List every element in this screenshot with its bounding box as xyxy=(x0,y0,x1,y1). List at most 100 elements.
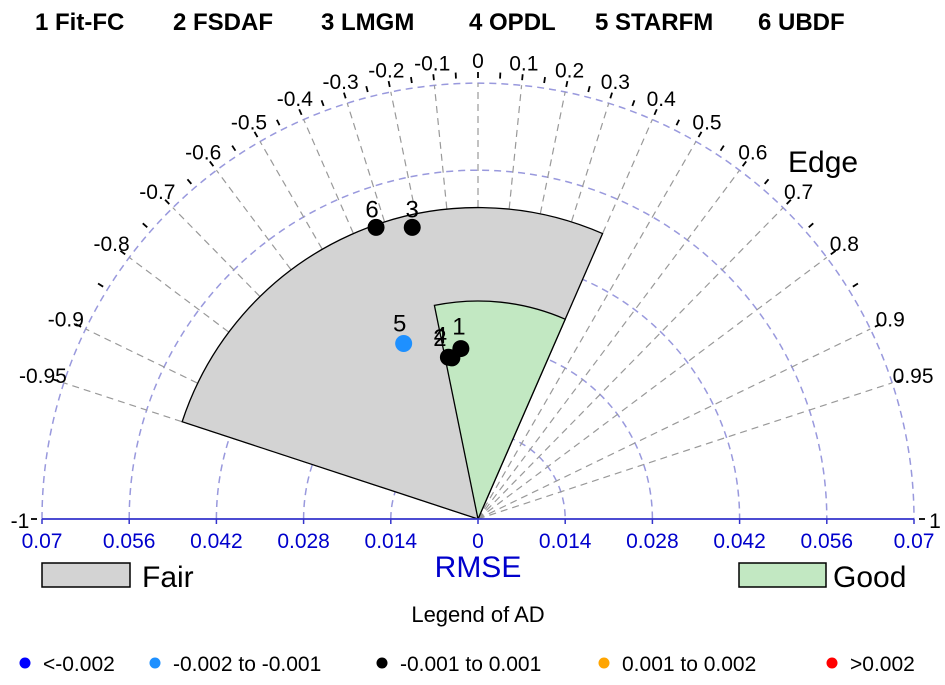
edge-tick-label: -0.7 xyxy=(139,181,175,204)
chart-points: 12 3 4 5 6 xyxy=(365,196,470,367)
rmse-circle xyxy=(128,169,828,520)
edge-tick-label: -0.9 xyxy=(48,308,84,331)
rmse-tick-label: 0.014 xyxy=(539,530,592,553)
rmse-tick-label: 0.07 xyxy=(894,530,935,553)
legend-label-fair: Fair xyxy=(142,561,194,594)
rmse-tick-label: 0.014 xyxy=(365,530,418,553)
radial-axis-label: RMSE xyxy=(435,551,522,584)
point-label-3: 3 xyxy=(406,196,419,223)
edge-minor-tick xyxy=(432,74,435,81)
legend-swatch-fair xyxy=(41,562,131,588)
rmse-tick-label: 0.056 xyxy=(103,530,156,553)
edge-tick-label: 0.3 xyxy=(601,71,630,94)
method-header: 1 Fit-FC 2 FSDAF 3 LMGM 4 OPDL 5 STARFM 6 UBD… xyxy=(35,9,845,36)
edge-tick-label: 0.9 xyxy=(876,308,905,331)
edge-tick-label: -0.95 xyxy=(19,365,67,388)
edge-tick-label: -1 xyxy=(11,510,30,533)
point-5 xyxy=(395,334,413,352)
edge-minor-tick xyxy=(97,282,104,288)
edge-minor-tick xyxy=(587,85,591,93)
method-label-3: 3 LMGM xyxy=(321,9,414,36)
point-3 xyxy=(403,218,421,236)
rmse-tick-label: 0.042 xyxy=(190,530,243,553)
edge-tick-label: 0.6 xyxy=(738,142,767,165)
edge-minor-tick xyxy=(186,178,193,185)
rmse-tick-label: 0.042 xyxy=(713,530,766,553)
chart-regions xyxy=(181,206,604,522)
edge-minor-tick xyxy=(142,222,148,228)
point-label-5: 5 xyxy=(393,310,406,337)
ad-legend-title: Legend of AD xyxy=(411,602,544,627)
edge-minor-tick xyxy=(631,99,636,107)
ad-legend-marker xyxy=(376,657,388,669)
edge-minor-tick xyxy=(852,282,859,288)
edge-spoke xyxy=(477,207,784,520)
ad-legend-label: <-0.002 xyxy=(43,653,115,676)
ad-legend-marker xyxy=(149,657,161,669)
edge-tick-label: -0.5 xyxy=(231,111,267,134)
edge-tick-label: -0.2 xyxy=(368,59,404,82)
method-label-1: 1 Fit-FC xyxy=(35,9,124,36)
edge-minor-tick xyxy=(253,131,259,138)
chart-ticks: 0.07 0.056 0.042 0.028 0.014 0 0.014 0.028 0.042… xyxy=(11,50,941,553)
edge-minor-tick xyxy=(164,199,170,205)
region-legend: Fair Good xyxy=(41,561,906,594)
edge-tick-label: 1 xyxy=(929,510,941,533)
legend-label-good: Good xyxy=(833,561,906,594)
edge-minor-tick xyxy=(276,119,281,126)
edge-minor-tick xyxy=(609,92,613,99)
point-label-6: 6 xyxy=(365,196,378,223)
edge-minor-tick xyxy=(763,178,770,185)
edge-minor-tick xyxy=(119,250,126,256)
edge-spoke xyxy=(477,141,697,520)
edge-tick-label: 0.1 xyxy=(509,52,538,75)
ad-legend-label: 0.001 to 0.002 xyxy=(622,653,756,676)
point-6 xyxy=(367,218,385,236)
edge-tick-label: -0.6 xyxy=(185,142,221,165)
edge-tick-label: 0.4 xyxy=(647,88,677,111)
edge-minor-tick xyxy=(387,80,391,88)
edge-minor-tick xyxy=(320,99,325,107)
method-label-6: 6 UBDF xyxy=(758,9,845,36)
ad-legend-label: -0.001 to 0.001 xyxy=(400,653,541,676)
rmse-tick-label: 0.028 xyxy=(277,530,330,553)
method-label-5: 5 STARFM xyxy=(595,9,713,36)
method-label-2: 2 FSDAF xyxy=(173,9,273,36)
edge-spoke xyxy=(477,256,828,520)
edge-tick-label: 0 xyxy=(472,50,484,73)
edge-minor-tick xyxy=(565,80,569,88)
edge-minor-tick xyxy=(719,145,725,152)
edge-tick-label: -0.1 xyxy=(414,52,450,75)
method-label-4: 4 OPDL xyxy=(469,9,556,36)
ad-legend-marker xyxy=(19,657,31,669)
edge-tick-label: 0.7 xyxy=(784,181,813,204)
edge-minor-tick xyxy=(343,92,347,99)
ad-legend-marker xyxy=(826,657,838,669)
edge-spoke xyxy=(477,382,893,520)
point-label-1: 1 xyxy=(452,314,465,341)
edge-spoke xyxy=(477,328,871,520)
ad-legend-label: >0.002 xyxy=(850,653,915,676)
edge-minor-tick xyxy=(675,119,680,126)
edge-tick-label: 0.95 xyxy=(893,365,934,388)
edge-minor-tick xyxy=(874,323,881,328)
rmse-tick-label: 0.07 xyxy=(22,530,63,553)
edge-minor-tick xyxy=(298,108,303,116)
ad-legend-marker xyxy=(598,657,610,669)
edge-minor-tick xyxy=(653,108,658,116)
edge-minor-tick xyxy=(543,76,546,84)
edge-minor-tick xyxy=(209,160,215,167)
edge-minor-tick xyxy=(741,160,747,167)
angular-axis-label: Edge xyxy=(788,146,858,179)
edge-minor-tick xyxy=(896,378,903,383)
edge-tick-label: -0.8 xyxy=(94,233,130,256)
edge-tick-label: 0.8 xyxy=(830,233,859,256)
region-good xyxy=(433,300,567,522)
rmse-tick-label: 0.028 xyxy=(626,530,679,553)
point-label-2: 2 xyxy=(433,325,446,352)
edge-minor-tick xyxy=(830,250,837,256)
edge-minor-tick xyxy=(410,76,413,84)
edge-minor-tick xyxy=(75,323,82,328)
edge-minor-tick xyxy=(697,131,703,138)
